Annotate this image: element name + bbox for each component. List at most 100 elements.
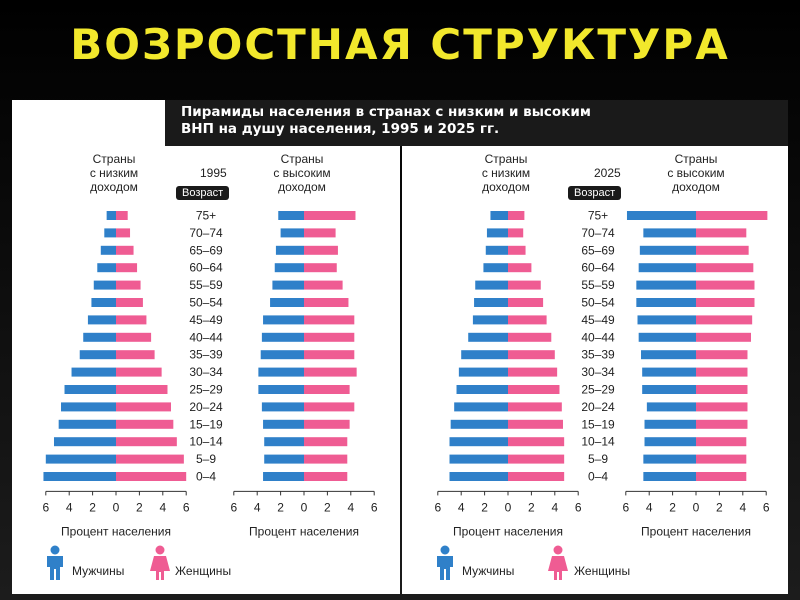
- x-tick-label: 2: [277, 500, 284, 514]
- x-tick-label: 6: [763, 500, 770, 514]
- age-label: 60–64: [581, 261, 615, 275]
- age-badge-2025: Возраст: [568, 186, 622, 200]
- age-label: 65–69: [189, 243, 223, 257]
- age-label: 55–59: [189, 278, 223, 292]
- bar-men: [636, 280, 696, 290]
- bar-men: [87, 315, 116, 325]
- bar-men: [642, 385, 696, 394]
- age-label: 75+: [588, 209, 608, 223]
- bar-men: [644, 437, 696, 447]
- bar-women: [508, 402, 562, 412]
- x-tick-label: 4: [66, 500, 73, 514]
- bar-men: [43, 472, 116, 481]
- bar-men: [643, 228, 696, 238]
- age-label: 50–54: [581, 296, 615, 310]
- bar-men: [100, 245, 116, 255]
- bar-men: [61, 402, 116, 412]
- bar-women: [304, 385, 350, 394]
- bar-women: [304, 263, 337, 273]
- chart-header: Пирамиды населения в странах с низким и …: [165, 100, 788, 146]
- bar-men: [472, 315, 508, 325]
- bar-men: [270, 298, 304, 307]
- bar-women: [696, 472, 747, 481]
- bar-men: [646, 402, 696, 412]
- x-axis-label: Процент населения: [641, 524, 751, 538]
- bar-women: [116, 332, 152, 342]
- bar-men: [79, 350, 116, 360]
- x-axis-label: Процент населения: [249, 524, 359, 538]
- bar-women: [304, 472, 348, 481]
- x-axis-label: Процент населения: [453, 524, 563, 538]
- woman-icon: [150, 545, 170, 580]
- bar-men: [258, 367, 304, 377]
- bar-women: [508, 437, 565, 447]
- age-label: 40–44: [189, 330, 223, 344]
- bar-women: [116, 472, 187, 481]
- low-income-label-2025: Страны с низким доходом: [481, 152, 531, 194]
- woman-icon: [548, 545, 568, 580]
- bar-men: [642, 367, 696, 377]
- bar-men: [53, 437, 116, 447]
- age-label: 60–64: [189, 261, 223, 275]
- bar-men: [264, 437, 304, 447]
- bar-men: [644, 419, 696, 429]
- x-tick-label: 2: [136, 500, 143, 514]
- bar-women: [116, 350, 155, 360]
- bar-women: [304, 211, 356, 220]
- bar-women: [508, 367, 558, 377]
- x-tick-label: 2: [481, 500, 488, 514]
- bar-men: [272, 280, 304, 290]
- bar-women: [696, 437, 747, 447]
- panel-1995: [12, 100, 400, 594]
- x-axis-label: Процент населения: [61, 524, 171, 538]
- age-label: 65–69: [581, 243, 615, 257]
- bar-women: [508, 245, 526, 255]
- bar-men: [475, 280, 508, 290]
- x-tick-label: 0: [301, 500, 308, 514]
- x-tick-label: 4: [458, 500, 465, 514]
- bar-men: [636, 298, 696, 307]
- bar-men: [458, 367, 508, 377]
- bar-women: [304, 367, 357, 377]
- age-label: 40–44: [581, 330, 615, 344]
- bar-women: [508, 385, 560, 394]
- bar-women: [304, 245, 338, 255]
- bar-women: [116, 419, 174, 429]
- bar-men: [261, 332, 304, 342]
- age-label: 70–74: [581, 226, 615, 240]
- age-label: 0–4: [196, 470, 216, 484]
- legend-women-label-1995: Женщины: [175, 564, 232, 578]
- bar-women: [304, 454, 348, 464]
- bar-men: [91, 298, 116, 307]
- bar-women: [116, 280, 141, 290]
- x-tick-label: 4: [347, 500, 354, 514]
- man-icon: [47, 545, 63, 580]
- bar-women: [508, 315, 547, 325]
- header-line-2: ВНП на душу населения, 1995 и 2025 гг.: [181, 121, 500, 137]
- bar-men: [278, 211, 304, 220]
- bar-men: [71, 367, 116, 377]
- age-label: 5–9: [196, 452, 216, 466]
- bar-men: [58, 419, 116, 429]
- x-tick-label: 4: [646, 500, 653, 514]
- x-tick-label: 4: [254, 500, 261, 514]
- x-tick-label: 6: [434, 500, 441, 514]
- x-tick-label: 6: [230, 500, 237, 514]
- year-1995: 1995: [200, 166, 227, 180]
- x-tick-label: 0: [693, 500, 700, 514]
- legend-women-label-2025: Женщины: [574, 564, 631, 578]
- bar-men: [45, 454, 116, 464]
- bar-men: [643, 454, 696, 464]
- bar-women: [696, 385, 748, 394]
- bar-men: [450, 419, 508, 429]
- bar-women: [304, 419, 350, 429]
- bar-men: [483, 263, 508, 273]
- high-income-label-2025: Страны с высоким доходом: [667, 152, 725, 194]
- bar-women: [696, 263, 754, 273]
- bar-women: [508, 472, 565, 481]
- bar-women: [304, 402, 355, 412]
- x-tick-label: 4: [739, 500, 746, 514]
- bar-men: [83, 332, 116, 342]
- bar-men: [263, 315, 304, 325]
- bar-women: [508, 298, 544, 307]
